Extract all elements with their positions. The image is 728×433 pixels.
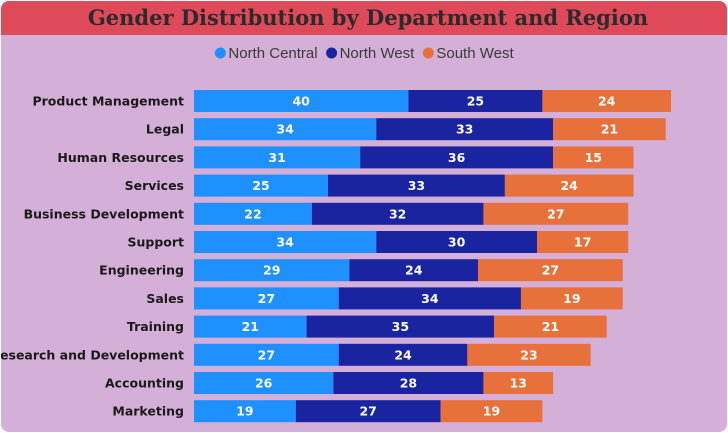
data-label-engineering-north-central: 29: [263, 263, 280, 278]
bar-business-development-north-central: [194, 202, 312, 225]
data-label-services-north-west: 33: [408, 178, 425, 193]
data-label-engineering-north-west: 24: [405, 263, 423, 278]
bar-support-south-west: [537, 231, 629, 253]
bar-legal-north-central: [194, 118, 377, 141]
bar-product-management-north-west: [408, 90, 543, 112]
data-label-accounting-south-west: 13: [510, 376, 527, 391]
data-label-training-north-west: 35: [392, 319, 409, 334]
bar-legal-north-west: [376, 118, 554, 141]
category-label-product-management: Product Management: [32, 94, 184, 109]
data-label-engineering-south-west: 27: [542, 263, 559, 278]
bar-product-management-south-west: [542, 90, 672, 112]
category-label-support: Support: [127, 235, 184, 250]
category-label-marketing: Marketing: [112, 404, 184, 419]
data-label-human-resources-north-central: 31: [268, 150, 285, 165]
legend-label-north-central: North Central: [228, 45, 317, 62]
data-label-marketing-north-central: 19: [236, 404, 253, 419]
data-label-business-development-north-central: 22: [244, 206, 261, 221]
bar-business-development-north-west: [311, 202, 484, 225]
category-label-accounting: Accounting: [105, 376, 184, 391]
bar-training-south-west: [494, 315, 607, 338]
bar-research-and-development-south-west: [467, 343, 591, 366]
data-label-training-north-central: 21: [242, 319, 259, 334]
data-label-legal-south-west: 21: [601, 122, 618, 137]
data-label-sales-south-west: 19: [563, 291, 580, 306]
category-label-research-and-development: Research and Development: [1, 347, 184, 362]
data-label-training-south-west: 21: [542, 319, 559, 334]
category-label-business-development: Business Development: [24, 206, 184, 221]
category-label-human-resources: Human Resources: [57, 150, 184, 165]
data-label-product-management-south-west: 24: [598, 94, 616, 109]
legend-label-north-west: North West: [340, 45, 416, 62]
bar-engineering-south-west: [478, 259, 623, 282]
bar-services-north-central: [194, 174, 328, 197]
data-label-legal-north-central: 34: [276, 122, 294, 137]
bar-research-and-development-north-central: [194, 343, 339, 366]
data-label-support-north-west: 30: [448, 235, 466, 250]
category-label-sales: Sales: [146, 291, 184, 306]
bar-marketing-south-west: [440, 400, 543, 423]
bar-product-management-north-central: [194, 90, 409, 112]
data-label-accounting-north-west: 28: [400, 376, 417, 391]
bar-sales-south-west: [520, 287, 623, 310]
bar-sales-north-west: [338, 287, 521, 310]
data-label-accounting-north-central: 26: [255, 376, 273, 391]
data-label-research-and-development-south-west: 23: [520, 347, 537, 362]
category-label-training: Training: [127, 319, 184, 334]
data-label-business-development-south-west: 27: [547, 206, 564, 221]
data-label-product-management-north-west: 25: [467, 94, 484, 109]
data-label-services-south-west: 24: [560, 178, 578, 193]
data-label-sales-north-central: 27: [258, 291, 275, 306]
bar-legal-south-west: [553, 118, 666, 141]
bar-accounting-north-central: [194, 372, 334, 394]
bar-sales-north-central: [194, 287, 339, 310]
data-label-support-north-central: 34: [276, 235, 294, 250]
data-label-business-development-north-west: 32: [389, 206, 406, 221]
title-bar: [1, 1, 727, 35]
bar-research-and-development-north-west: [338, 343, 468, 366]
data-label-services-north-central: 25: [252, 178, 269, 193]
category-label-engineering: Engineering: [99, 263, 184, 278]
data-label-research-and-development-north-central: 27: [258, 347, 275, 362]
data-label-human-resources-south-west: 15: [585, 150, 602, 165]
legend-marker-south-west: [422, 47, 434, 59]
data-label-human-resources-north-west: 36: [448, 150, 466, 165]
category-label-legal: Legal: [146, 122, 184, 137]
category-label-services: Services: [125, 178, 184, 193]
data-label-marketing-south-west: 19: [483, 404, 500, 419]
bar-services-north-west: [328, 174, 505, 197]
chart-title: Gender Distribution by Department and Re…: [87, 5, 649, 30]
data-label-sales-north-west: 34: [421, 291, 439, 306]
bar-marketing-north-central: [194, 400, 296, 423]
bar-human-resources-north-west: [360, 146, 554, 169]
bar-services-south-west: [504, 174, 634, 197]
bar-training-north-west: [306, 315, 495, 338]
bar-business-development-south-west: [483, 202, 629, 225]
legend-marker-north-central: [214, 47, 226, 59]
data-label-research-and-development-north-west: 24: [394, 347, 412, 362]
bar-support-north-central: [194, 231, 377, 253]
data-label-legal-north-west: 33: [456, 122, 473, 137]
bar-accounting-north-west: [333, 372, 484, 394]
bar-human-resources-north-central: [194, 146, 361, 169]
data-label-support-south-west: 17: [574, 235, 591, 250]
bar-engineering-north-central: [194, 259, 350, 282]
bar-marketing-north-west: [295, 400, 441, 423]
bar-human-resources-south-west: [553, 146, 634, 169]
data-label-marketing-north-west: 27: [359, 404, 376, 419]
legend-marker-north-west: [326, 47, 338, 59]
bar-accounting-south-west: [483, 372, 554, 394]
bar-support-north-west: [376, 231, 538, 253]
legend-label-south-west: South West: [436, 45, 514, 62]
bar-engineering-north-west: [349, 259, 479, 282]
data-label-product-management-north-central: 40: [292, 94, 310, 109]
bar-training-north-central: [194, 315, 307, 338]
